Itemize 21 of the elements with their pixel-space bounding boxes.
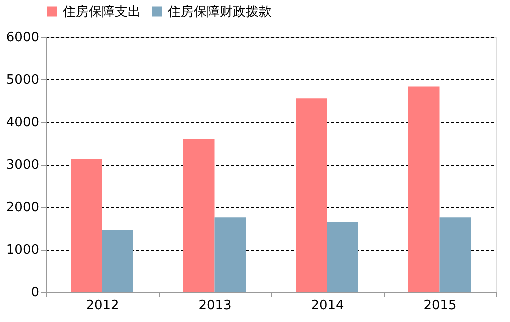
y-tick-label: 6000 [6,30,40,46]
bar [408,86,440,292]
bar [296,98,328,292]
bar [440,218,471,292]
bar [184,139,215,292]
y-tick-label: 1000 [6,243,40,258]
x-tick-label: 2013 [198,298,232,314]
y-tick-label: 5000 [6,73,40,88]
y-tick-label: 2000 [6,200,40,216]
x-tick-label: 2015 [424,298,457,314]
bar [71,158,102,292]
y-tick-label: 4000 [6,116,40,130]
legend-label: 住房保障支出 [62,4,141,20]
y-tick-label: 3000 [6,158,40,173]
bar [214,218,246,292]
bar [102,230,134,292]
legend-label: 住房保障财政拨款 [167,4,272,20]
y-tick-label: 0 [31,286,40,300]
x-tick-label: 2014 [311,298,344,314]
bar [327,222,358,292]
x-tick-label: 2012 [86,298,120,314]
